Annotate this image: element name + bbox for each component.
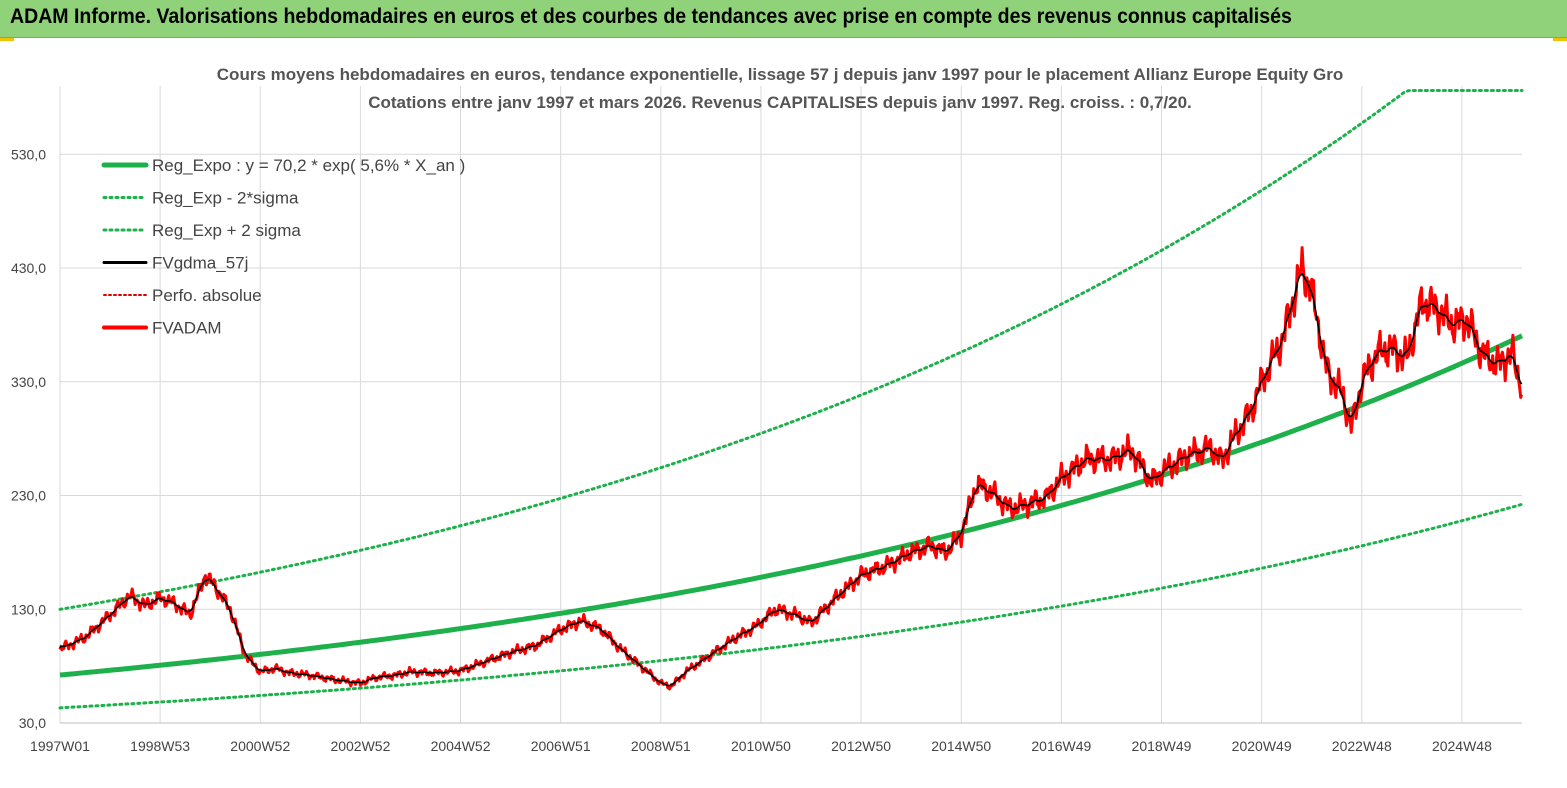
x-tick-label: 2002W52 [330, 738, 390, 754]
y-tick-label: 330,0 [11, 374, 46, 390]
chart-subtitle: Cotations entre janv 1997 et mars 2026. … [368, 93, 1192, 112]
x-tick-label: 2020W49 [1232, 738, 1292, 754]
x-tick-label: 2006W51 [531, 738, 591, 754]
y-axis: 30,0 130,0 230,0 330,0 430,0 530,0 [11, 146, 46, 731]
legend-item-fvgdma: FVgdma_57j [102, 254, 248, 273]
x-tick-label: 2000W52 [230, 738, 290, 754]
legend: Reg_Expo : y = 70,2 * exp( 5,6% * X_an )… [101, 156, 465, 338]
chart-title: Cours moyens hebdomadaires en euros, ten… [217, 65, 1343, 84]
y-tick-label: 230,0 [11, 488, 46, 504]
series-reg-expo [59, 333, 1524, 678]
legend-item-fvadam: FVADAM [102, 319, 222, 338]
x-tick-label: 2004W52 [431, 738, 491, 754]
legend-label: Perfo. absolue [152, 286, 262, 305]
chart-frame: 30,0 130,0 230,0 330,0 430,0 530,0 1997W01 199… [0, 38, 1567, 783]
x-tick-label: 2012W50 [831, 738, 891, 754]
legend-item-reg-expo: Reg_Expo : y = 70,2 * exp( 5,6% * X_an ) [101, 156, 465, 175]
page-title: ADAM Informe. Valorisations hebdomadaire… [10, 5, 1292, 28]
y-tick-label: 30,0 [19, 715, 46, 731]
x-tick-label: 2016W49 [1031, 738, 1091, 754]
legend-label: Reg_Expo : y = 70,2 * exp( 5,6% * X_an ) [152, 156, 465, 175]
legend-label: FVgdma_57j [152, 254, 248, 273]
x-tick-label: 2008W51 [631, 738, 691, 754]
x-tick-label: 2014W50 [931, 738, 991, 754]
series-reg-minus-2sigma [58, 502, 1524, 710]
legend-item-reg-minus: Reg_Exp - 2*sigma [102, 189, 299, 208]
series-reg-plus-2sigma [58, 89, 1524, 611]
y-tick-label: 430,0 [11, 260, 46, 276]
corner-accent-right [1553, 38, 1567, 41]
y-tick-label: 530,0 [11, 146, 46, 162]
x-tick-label: 2022W48 [1332, 738, 1392, 754]
corner-accent-left [0, 38, 14, 41]
legend-item-reg-plus: Reg_Exp + 2 sigma [102, 221, 301, 240]
y-tick-label: 130,0 [11, 601, 46, 617]
x-tick-label: 1997W01 [30, 738, 90, 754]
legend-item-perfo: Perfo. absolue [103, 286, 262, 305]
series-fvgdma-57j [59, 272, 1523, 687]
series-layer [58, 89, 1524, 710]
x-tick-label: 2024W48 [1432, 738, 1492, 754]
x-axis: 1997W01 1998W53 2000W52 2002W52 2004W52 2006W… [30, 738, 1492, 754]
legend-label: FVADAM [152, 319, 222, 338]
x-tick-label: 2018W49 [1132, 738, 1192, 754]
legend-label: Reg_Exp - 2*sigma [152, 189, 299, 208]
grid [59, 86, 1522, 724]
legend-label: Reg_Exp + 2 sigma [152, 221, 301, 240]
x-tick-label: 1998W53 [130, 738, 190, 754]
series-fvadam [58, 246, 1524, 691]
x-tick-label: 2010W50 [731, 738, 791, 754]
header-banner: ADAM Informe. Valorisations hebdomadaire… [0, 0, 1567, 38]
